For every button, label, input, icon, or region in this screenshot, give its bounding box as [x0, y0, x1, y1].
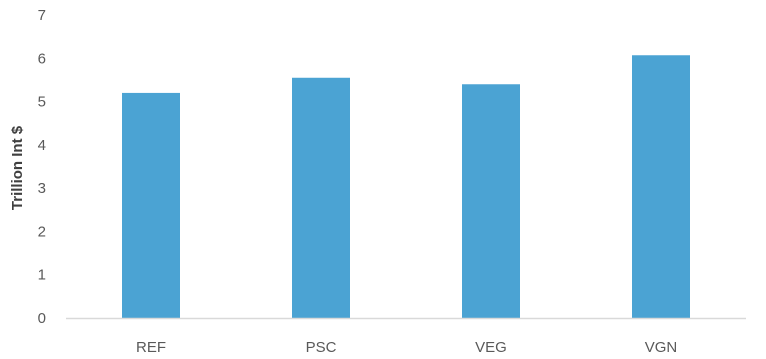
- y-axis-ticks: 0 1 2 3 4 5 6 7: [38, 7, 46, 327]
- x-axis-ticks: REF PSC VEG VGN: [136, 339, 677, 356]
- y-tick-label: 2: [38, 223, 46, 240]
- x-tick-label: PSC: [306, 339, 337, 356]
- bars: [122, 55, 690, 319]
- y-tick-label: 6: [38, 50, 46, 67]
- x-tick-label: REF: [136, 339, 166, 356]
- bar-vgn: [632, 55, 690, 319]
- y-tick-label: 7: [38, 7, 46, 24]
- bar-psc: [292, 77, 350, 318]
- y-tick-label: 3: [38, 180, 46, 197]
- y-tick-label: 1: [38, 267, 46, 284]
- bar-ref: [122, 92, 180, 319]
- x-tick-label: VEG: [475, 339, 507, 356]
- y-tick-label: 0: [38, 310, 46, 327]
- y-tick-label: 4: [38, 137, 46, 154]
- bar-veg: [462, 84, 520, 318]
- y-axis-title: Trillion Int $: [9, 125, 26, 210]
- x-tick-label: VGN: [645, 339, 678, 356]
- y-tick-label: 5: [38, 94, 46, 111]
